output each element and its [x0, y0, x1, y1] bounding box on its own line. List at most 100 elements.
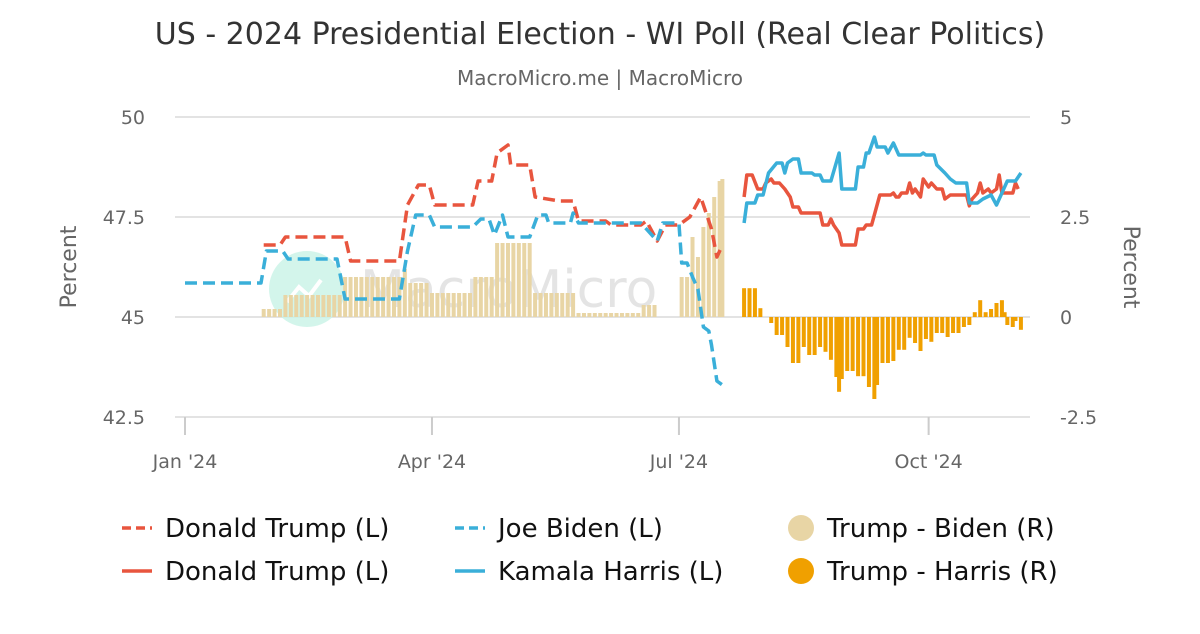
legend-item[interactable]: Joe Biden (L)	[455, 514, 663, 544]
bar-trump-biden-r-2024-07-14	[712, 197, 717, 317]
bar-trump-biden-r-2024-04-11	[457, 293, 462, 317]
x-tick-label: Jan '24	[152, 451, 218, 473]
bar-trump-harris-r-2024-08-22	[818, 317, 823, 347]
bar-trump-biden-r-2024-06-16	[636, 313, 641, 317]
bar-trump-biden-r-2024-04-05	[440, 293, 445, 317]
bar-trump-biden-r-2024-04-03	[435, 293, 440, 317]
legend-label: Trump - Harris (R)	[826, 557, 1058, 587]
legend-item[interactable]: Trump - Biden (R)	[788, 514, 1055, 544]
legend-label: Trump - Biden (R)	[826, 514, 1055, 544]
bar-trump-biden-r-2024-02-19	[315, 295, 320, 317]
bar-trump-biden-r-2024-06-10	[619, 313, 624, 317]
bar-trump-harris-r-2024-10-22	[983, 312, 988, 317]
legend-item[interactable]: Donald Trump (L)	[122, 557, 389, 587]
bar-trump-harris-r-2024-09-07	[861, 317, 866, 377]
bar-trump-biden-r-2024-04-09	[451, 293, 456, 317]
bar-trump-biden-r-2024-07-17	[720, 179, 725, 317]
bar-trump-biden-r-2024-05-17	[554, 293, 559, 317]
bar-trump-biden-r-2024-03-04	[353, 277, 358, 317]
x-tick-label: Oct '24	[894, 451, 962, 473]
bar-trump-biden-r-2024-03-02	[348, 277, 353, 317]
bar-trump-biden-r-2024-04-21	[484, 277, 489, 317]
bar-trump-biden-r-2024-02-23	[326, 295, 331, 317]
y-right-tick-label: 0	[1060, 307, 1072, 329]
bar-trump-harris-r-2024-10-29	[1002, 312, 1007, 317]
bar-trump-biden-r-2024-02-11	[294, 295, 299, 317]
bar-trump-harris-r-2024-10-02	[929, 317, 934, 342]
bar-trump-biden-r-2024-07-12	[706, 213, 711, 317]
series-line-0	[263, 143, 724, 263]
bar-trump-biden-r-2024-04-25	[495, 243, 500, 317]
legend-item[interactable]: Donald Trump (L)	[122, 514, 389, 544]
legend: Donald Trump (L) Joe Biden (L) Trump - Bid…	[122, 514, 1058, 587]
bar-trump-harris-r-2024-09-30	[923, 317, 928, 339]
bar-trump-harris-r-2024-09-12	[875, 317, 880, 385]
y-left-tick-label: 50	[121, 107, 145, 129]
bar-trump-biden-r-2024-04-13	[462, 293, 467, 317]
bar-trump-biden-r-2024-07-10	[701, 227, 706, 317]
bar-trump-biden-r-2024-04-17	[473, 277, 478, 317]
bar-trump-biden-r-2024-05-29	[587, 313, 592, 317]
bar-trump-harris-r-2024-08-29	[837, 317, 842, 392]
legend-circle-icon	[788, 515, 814, 541]
bar-trump-biden-r-2024-05-27	[581, 313, 586, 317]
bar-trump-biden-r-2024-06-22	[652, 305, 657, 317]
legend-item[interactable]: Kamala Harris (L)	[455, 557, 723, 587]
bar-trump-biden-r-2024-07-08	[695, 257, 700, 317]
bar-trump-biden-r-2024-04-01	[429, 293, 434, 317]
bar-trump-harris-r-2024-09-14	[880, 317, 885, 363]
bar-trump-harris-r-2024-08-28	[834, 317, 839, 377]
y-right-tick-label: -2.5	[1060, 407, 1097, 429]
bar-trump-biden-r-2024-06-18	[641, 305, 646, 317]
bar-trump-biden-r-2024-03-06	[359, 277, 364, 317]
bar-trump-biden-r-2024-02-21	[321, 295, 326, 317]
bar-trump-biden-r-2024-04-19	[478, 277, 483, 317]
bar-trump-biden-r-2024-03-22	[402, 269, 407, 317]
bar-trump-biden-r-2024-02-01	[267, 309, 272, 317]
bar-trump-biden-r-2024-05-05	[522, 243, 527, 317]
bar-trump-biden-r-2024-03-28	[419, 283, 424, 317]
bar-trump-biden-r-2024-05-07	[527, 243, 532, 317]
bar-trump-harris-r-2024-09-05	[856, 317, 861, 377]
bar-trump-harris-r-2024-09-22	[902, 317, 907, 350]
bar-trump-biden-r-2024-05-11	[538, 293, 543, 317]
bar-trump-biden-r-2024-04-27	[500, 243, 505, 317]
legend-label: Donald Trump (L)	[165, 514, 389, 544]
bar-trump-harris-r-2024-08-12	[790, 317, 795, 363]
bar-trump-biden-r-2024-02-03	[272, 309, 277, 317]
bar-trump-biden-r-2024-05-25	[576, 313, 581, 317]
bar-trump-harris-r-2024-09-18	[891, 317, 896, 361]
chart-subtitle: MacroMicro.me | MacroMicro	[457, 66, 743, 90]
bar-trump-harris-r-2024-09-28	[918, 317, 923, 351]
bar-trump-biden-r-2024-07-16	[717, 181, 722, 317]
y-right-axis-title: Percent	[1118, 226, 1143, 309]
watermark-logo-chart-icon	[285, 278, 323, 304]
bar-trump-biden-r-2024-05-23	[571, 293, 576, 317]
bar-trump-harris-r-2024-10-28	[999, 300, 1004, 317]
bar-trump-harris-r-2024-08-26	[828, 317, 833, 360]
legend-label: Joe Biden (L)	[496, 514, 663, 544]
bar-trump-harris-r-2024-08-06	[774, 317, 779, 335]
bar-trump-biden-r-2024-06-02	[598, 313, 603, 317]
y-right-tick-label: 5	[1060, 107, 1072, 129]
bar-trump-biden-r-2024-03-24	[408, 283, 413, 317]
bar-trump-biden-r-2024-07-02	[679, 277, 684, 317]
series-line-2	[742, 173, 1020, 247]
bar-trump-biden-r-2024-05-01	[511, 243, 516, 317]
bar-trump-biden-r-2024-03-14	[381, 277, 386, 317]
legend-item[interactable]: Trump - Harris (R)	[788, 557, 1058, 587]
bar-trump-biden-r-2024-02-17	[310, 295, 315, 317]
y-right-tick-label: 2.5	[1060, 207, 1090, 229]
bar-trump-biden-r-2024-06-12	[625, 313, 630, 317]
axes: 50 47.5 45 42.5 5 2.5 0 -2.5 Jan '24 Apr '24 Jul '…	[103, 107, 1097, 473]
bar-trump-biden-r-2024-03-12	[375, 277, 380, 317]
bar-trump-biden-r-2024-03-08	[364, 277, 369, 317]
bar-trump-biden-r-2024-03-18	[391, 277, 396, 317]
bar-trump-biden-r-2024-05-15	[549, 293, 554, 317]
bar-trump-harris-r-2024-10-06	[940, 317, 945, 333]
bar-trump-harris-r-2024-09-20	[896, 317, 901, 350]
bar-trump-harris-r-2024-08-16	[801, 317, 806, 347]
bar-trump-biden-r-2024-05-09	[533, 293, 538, 317]
series-line-1	[185, 211, 724, 387]
x-tick-label: Jul '24	[649, 451, 708, 473]
